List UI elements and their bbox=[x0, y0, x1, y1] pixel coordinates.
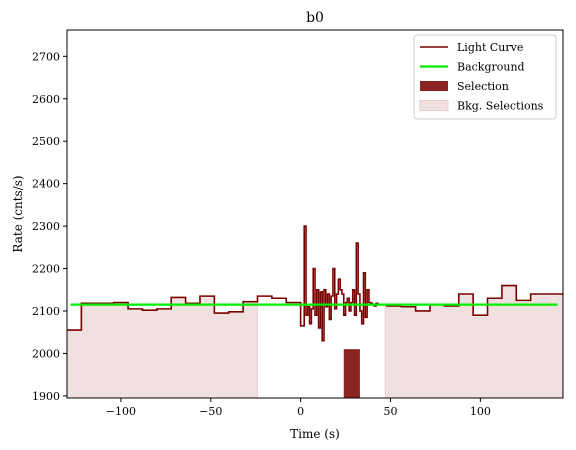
x-tick-label: −100 bbox=[106, 405, 136, 418]
x-tick-label: −50 bbox=[199, 405, 222, 418]
y-tick-label: 2600 bbox=[32, 93, 60, 106]
y-tick-label: 1900 bbox=[32, 390, 60, 403]
legend-label-selection: Selection bbox=[457, 80, 509, 93]
legend-label-bkg_selection: Bkg. Selections bbox=[457, 100, 544, 113]
legend-box bbox=[413, 34, 557, 120]
y-tick-label: 2000 bbox=[32, 347, 60, 360]
axes-layer: −100 −50 0 50 100 1900 2000 2100 2200 2300 2400 250… bbox=[32, 29, 564, 418]
x-tick-label: 0 bbox=[297, 405, 304, 418]
plot-frame bbox=[66, 29, 564, 399]
y-axis-label: Rate (cnts/s) bbox=[11, 175, 25, 252]
legend-label-light_curve: Light Curve bbox=[457, 41, 523, 54]
y-tick-label: 2400 bbox=[32, 178, 60, 191]
legend-label-background: Background bbox=[457, 61, 525, 74]
x-tick-label: 50 bbox=[383, 405, 397, 418]
bkg-selection-region bbox=[384, 285, 564, 399]
selection-layer bbox=[343, 349, 360, 398]
legend-swatch-bkg_selection bbox=[419, 100, 449, 111]
y-tick-label: 2500 bbox=[32, 135, 60, 148]
y-tick-label: 2200 bbox=[32, 263, 60, 276]
selection-region bbox=[343, 349, 360, 398]
y-tick-label: 2100 bbox=[32, 305, 60, 318]
y-tick-label: 2700 bbox=[32, 50, 60, 63]
series-layer bbox=[67, 225, 563, 342]
x-axis-label: Time (s) bbox=[290, 427, 340, 441]
x-tick-label: 100 bbox=[470, 405, 491, 418]
legend: Light Curve Background Selection Bkg. Selec… bbox=[413, 34, 557, 120]
legend-swatch-selection bbox=[420, 81, 448, 91]
chart-title: b0 bbox=[306, 10, 324, 26]
y-tick-label: 2300 bbox=[32, 220, 60, 233]
